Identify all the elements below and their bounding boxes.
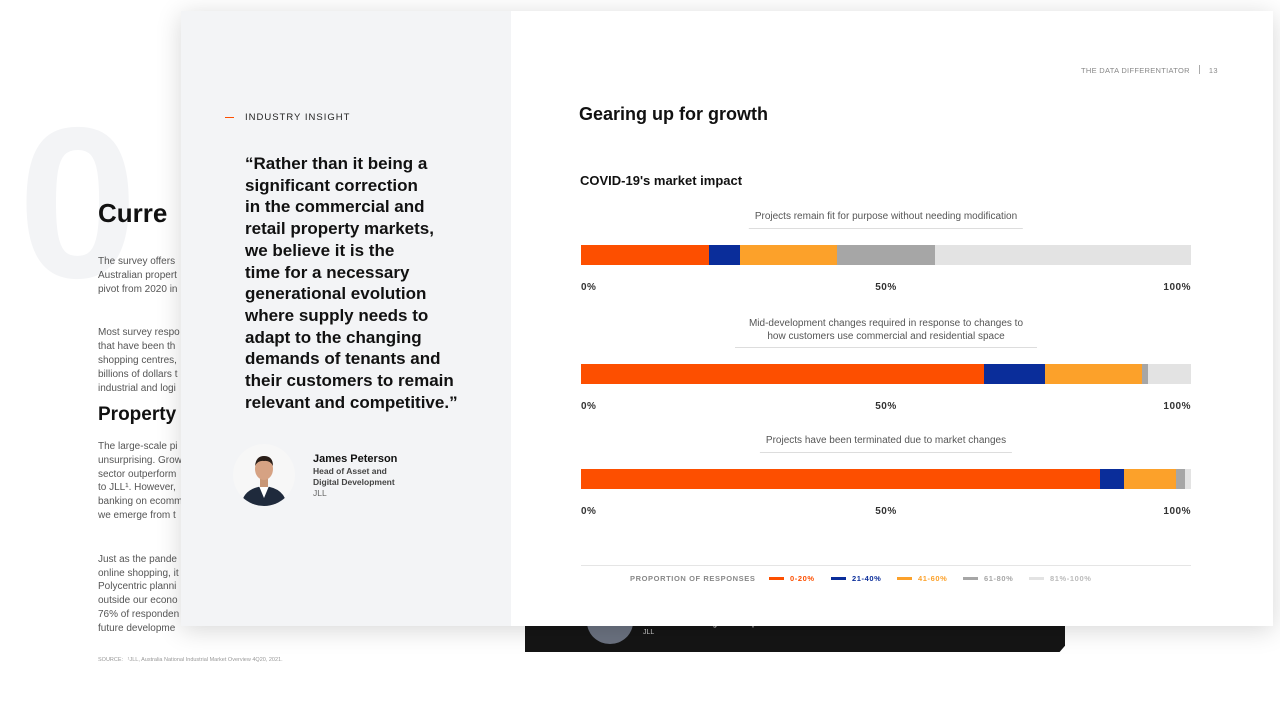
text-line: Australian propert xyxy=(98,269,177,281)
x-tick-label: 100% xyxy=(1163,401,1191,412)
text-line: outside our econo xyxy=(98,595,178,607)
source-note: SOURCE: ¹JLL, Australia National Industr… xyxy=(98,657,283,663)
category-label: Projects remain fit for purpose without … xyxy=(748,211,1024,229)
bar-segment xyxy=(1184,469,1191,489)
quote-line: their customers to remain xyxy=(245,371,454,390)
role-line: Head of Asset and xyxy=(313,466,387,476)
x-tick-label: 0% xyxy=(581,506,597,517)
quote-line: relevant and competitive.” xyxy=(245,392,458,412)
text-line: online shopping, it xyxy=(98,567,179,579)
quote-line: adapt to the changing xyxy=(245,327,422,347)
quote-line: where supply needs to xyxy=(245,305,429,325)
page-number: 13 xyxy=(1208,66,1218,75)
x-tick-label: 50% xyxy=(875,506,897,517)
text-line: Just as the pande xyxy=(98,553,177,565)
text-line: we emerge from t xyxy=(98,510,176,521)
bar-segment xyxy=(1044,364,1143,384)
bar-segment xyxy=(739,245,838,265)
company: JLL xyxy=(643,629,655,636)
legend-swatch xyxy=(831,577,846,580)
legend-label: 0-20% xyxy=(790,574,815,583)
category-label: Mid-development changes required in resp… xyxy=(735,318,1037,348)
text-line: unsurprising. Grow xyxy=(98,454,182,466)
chart-title: COVID-19's market impact xyxy=(580,173,743,188)
text-line: shopping centres, xyxy=(98,354,177,366)
text-line: banking on ecomm xyxy=(98,496,183,508)
x-tick-label: 50% xyxy=(875,282,897,293)
bar-segment xyxy=(1148,364,1191,384)
x-tick-label: 50% xyxy=(875,401,897,412)
bar-segment xyxy=(581,245,710,265)
bar-segment xyxy=(1123,469,1176,489)
role-line: Digital Development xyxy=(313,476,395,487)
text-line: Most survey respo xyxy=(98,327,180,339)
text-line: billions of dollars t xyxy=(98,368,178,380)
portrait xyxy=(233,444,295,506)
legend-label: 21-40% xyxy=(852,574,882,583)
bar-segment xyxy=(934,245,1191,265)
text-line: future developme xyxy=(98,622,176,634)
text-line: industrial and logi xyxy=(98,382,176,394)
quote-line: retail property markets, xyxy=(245,219,434,239)
heading: Property xyxy=(98,404,177,425)
section-title: Gearing up for growth xyxy=(579,104,768,124)
bar-segment xyxy=(1099,469,1124,489)
bar-segment xyxy=(709,245,740,265)
text-line: that have been th xyxy=(98,341,176,353)
legend-swatch xyxy=(963,577,978,580)
x-tick-label: 0% xyxy=(581,401,597,412)
page-card: INDUSTRY INSIGHT “Rather than it being a… xyxy=(181,11,1273,626)
text-line: Polycentric planni xyxy=(98,581,177,593)
insight-panel: INDUSTRY INSIGHT “Rather than it being a… xyxy=(181,11,511,626)
legend-swatch xyxy=(769,577,784,580)
bar-segment xyxy=(1142,364,1149,384)
person-name: James Peterson xyxy=(313,453,398,465)
quote-line: in the commercial and xyxy=(245,197,425,217)
quote-line: “Rather than it being a xyxy=(245,154,428,173)
divider xyxy=(1198,65,1200,74)
legend-title: PROPORTION OF RESPONSES xyxy=(630,574,756,583)
accent-dash xyxy=(225,117,234,118)
chart: PROPORTION OF RESPONSES Projects remain … xyxy=(181,11,1273,626)
text-line: to JLL¹. However, xyxy=(98,482,176,494)
quote-line: we believe it is the xyxy=(245,240,395,260)
legend-label: 81%-100% xyxy=(1050,574,1092,583)
company: JLL xyxy=(313,488,327,498)
quote-line: significant correction xyxy=(245,175,418,195)
category-label: Projects have been terminated due to mar… xyxy=(759,435,1013,453)
text-line: The large-scale pi xyxy=(98,441,178,452)
text-line: pivot from 2020 in xyxy=(98,283,178,295)
section-label: INDUSTRY INSIGHT xyxy=(245,112,351,123)
bar-segment xyxy=(1175,469,1185,489)
legend-label: 41-60% xyxy=(918,574,948,583)
legend-label: 61-80% xyxy=(984,574,1014,583)
quote-line: time for a necessary xyxy=(245,262,410,282)
bar-segment xyxy=(837,245,935,265)
text-line: 76% of responden xyxy=(98,608,180,620)
legend-rule xyxy=(581,565,1191,566)
legend-swatch xyxy=(1029,577,1044,580)
text-line: sector outperform xyxy=(98,468,177,480)
x-tick-label: 100% xyxy=(1163,506,1191,517)
legend-swatch xyxy=(897,577,912,580)
heading: Curre xyxy=(98,198,168,228)
big-digit: 0 xyxy=(18,82,138,323)
quote-line: generational evolution xyxy=(245,284,427,304)
quote-line: demands of tenants and xyxy=(245,349,441,369)
text-line: The survey offers xyxy=(98,256,176,267)
running-header: THE DATA DIFFERENTIATOR 13 xyxy=(1081,65,1218,75)
bar-segment xyxy=(983,364,1045,384)
bar-segment xyxy=(581,364,984,384)
x-tick-label: 100% xyxy=(1163,282,1191,293)
publication: THE DATA DIFFERENTIATOR xyxy=(1081,66,1190,75)
bar-segment xyxy=(581,469,1100,489)
x-tick-label: 0% xyxy=(581,282,597,293)
